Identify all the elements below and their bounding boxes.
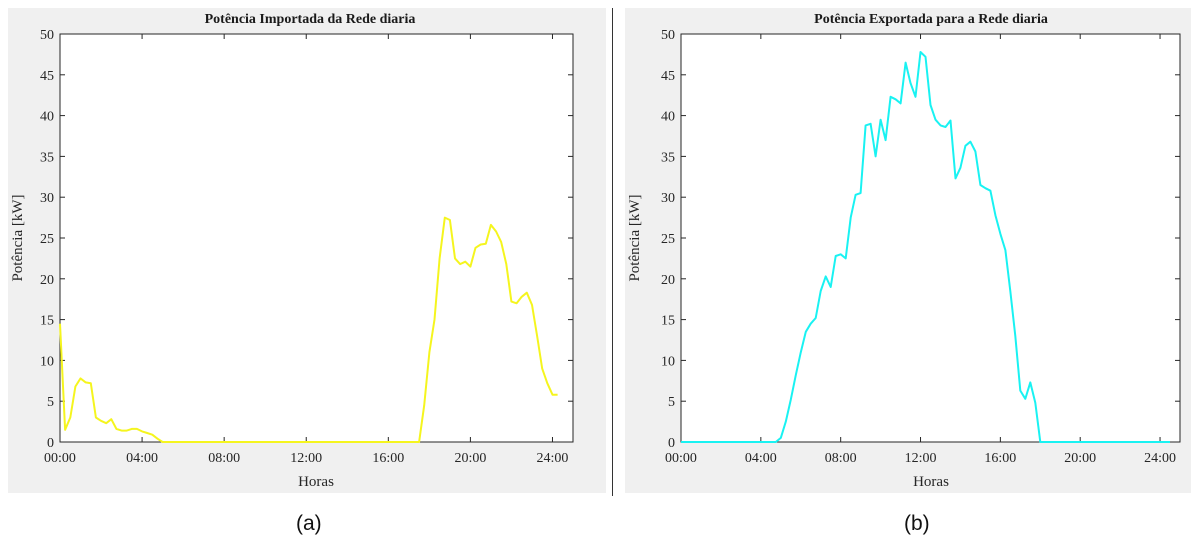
chart-export-y-tick-label: 20: [661, 273, 675, 288]
chart-import-xlabel: Horas: [298, 474, 334, 490]
chart-import-x-ticks: 00:00 04:00 08:00 12:00 16:00 20:00 24:00: [44, 34, 568, 466]
chart-import-plot-area: [59, 33, 574, 443]
chart-import-y-tick-label: 50: [40, 28, 54, 43]
chart-import: Potência Importada da Rede diaria 0 5 10 15…: [8, 8, 606, 493]
chart-import-y-tick-label: 35: [40, 150, 54, 165]
chart-import-y-tick-label: 30: [40, 191, 54, 206]
chart-export-x-tick-label: 08:00: [825, 451, 857, 466]
chart-export-x-tick-label: 20:00: [1064, 451, 1096, 466]
chart-import-y-tick-label: 40: [40, 110, 54, 125]
chart-export-series-line: [681, 51, 1170, 443]
chart-import-y-tick-label: 0: [47, 436, 54, 451]
chart-export-y-tick-label: 50: [661, 28, 675, 43]
chart-export-title: Potência Exportada para a Rede diaria: [814, 12, 1048, 27]
chart-import-y-tick-label: 10: [40, 354, 54, 369]
chart-export-plot-area: [680, 33, 1181, 443]
chart-import-y-tick-label: 20: [40, 273, 54, 288]
chart-export-y-tick-label: 45: [661, 69, 675, 84]
chart-export-ylabel: Potência [kW]: [627, 194, 643, 281]
chart-import-y-tick-label: 15: [40, 314, 54, 329]
chart-export-x-ticks: 00:00 04:00 08:00 12:00 16:00 20:00 24:00: [665, 34, 1176, 466]
chart-import-series-line: [59, 216, 558, 443]
chart-import-y-ticks: 0 5 10 15 20 25 30 35 40 45 50: [40, 28, 573, 451]
chart-import-y-tick-label: 5: [47, 395, 54, 410]
chart-import-x-tick-label: 00:00: [44, 451, 76, 466]
chart-export-x-tick-label: 12:00: [905, 451, 937, 466]
chart-export-y-tick-label: 15: [661, 314, 675, 329]
chart-import-x-tick-label: 16:00: [372, 451, 404, 466]
chart-import-x-tick-label: 12:00: [290, 451, 322, 466]
chart-export-y-tick-label: 5: [668, 395, 675, 410]
chart-import-y-tick-label: 25: [40, 232, 54, 247]
chart-export-y-tick-label: 35: [661, 150, 675, 165]
chart-import-x-tick-label: 20:00: [454, 451, 486, 466]
chart-import-title: Potência Importada da Rede diaria: [205, 12, 416, 27]
chart-export-xlabel: Horas: [913, 474, 949, 490]
chart-export-x-tick-label: 16:00: [984, 451, 1016, 466]
chart-export-x-tick-label: 24:00: [1144, 451, 1176, 466]
chart-import-x-tick-label: 08:00: [208, 451, 240, 466]
chart-export-y-tick-label: 25: [661, 232, 675, 247]
chart-export-x-tick-label: 00:00: [665, 451, 697, 466]
chart-import-x-tick-label: 24:00: [537, 451, 569, 466]
caption-a: (a): [296, 512, 322, 535]
chart-export-x-tick-label: 04:00: [745, 451, 777, 466]
chart-export-y-tick-label: 40: [661, 110, 675, 125]
chart-export-y-tick-label: 10: [661, 354, 675, 369]
chart-export-y-tick-label: 0: [668, 436, 675, 451]
chart-export: Potência Exportada para a Rede diaria 0 5…: [625, 8, 1191, 493]
panel-divider: [612, 8, 613, 496]
chart-export-y-tick-label: 30: [661, 191, 675, 206]
chart-import-ylabel: Potência [kW]: [10, 194, 26, 281]
caption-b: (b): [904, 512, 930, 535]
chart-import-x-tick-label: 04:00: [126, 451, 158, 466]
chart-import-y-tick-label: 45: [40, 69, 54, 84]
chart-export-y-ticks: 0 5 10 15 20 25 30 35 40 45 50: [661, 28, 1180, 451]
